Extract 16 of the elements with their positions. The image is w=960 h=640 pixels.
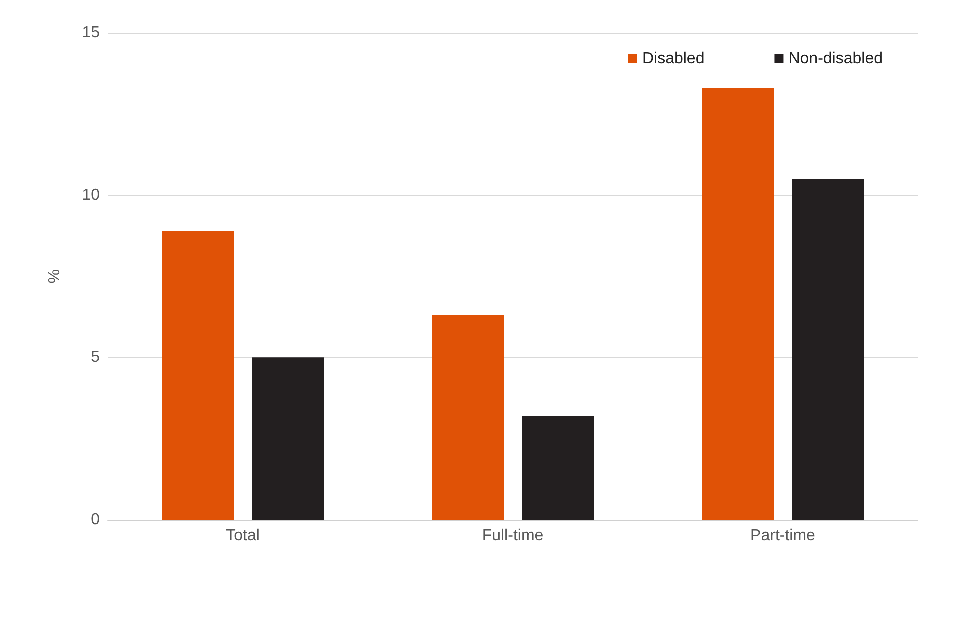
bar [792,179,864,520]
bar [432,315,504,520]
x-tick-label: Full-time [482,528,544,544]
legend-label: Non-disabled [788,50,883,68]
bar [162,231,234,520]
bar [702,88,774,520]
y-tick-label: 10 [82,186,100,204]
bar [252,358,324,520]
x-tick-label: Part-time [750,528,816,544]
x-tick-label: Total [226,528,260,544]
y-tick-label: 0 [91,512,100,528]
y-tick-label: 15 [82,24,100,42]
y-tick-label: 5 [91,349,100,366]
y-axis-title: % [46,269,64,284]
bar [522,416,594,520]
legend-label: Disabled [642,50,705,68]
